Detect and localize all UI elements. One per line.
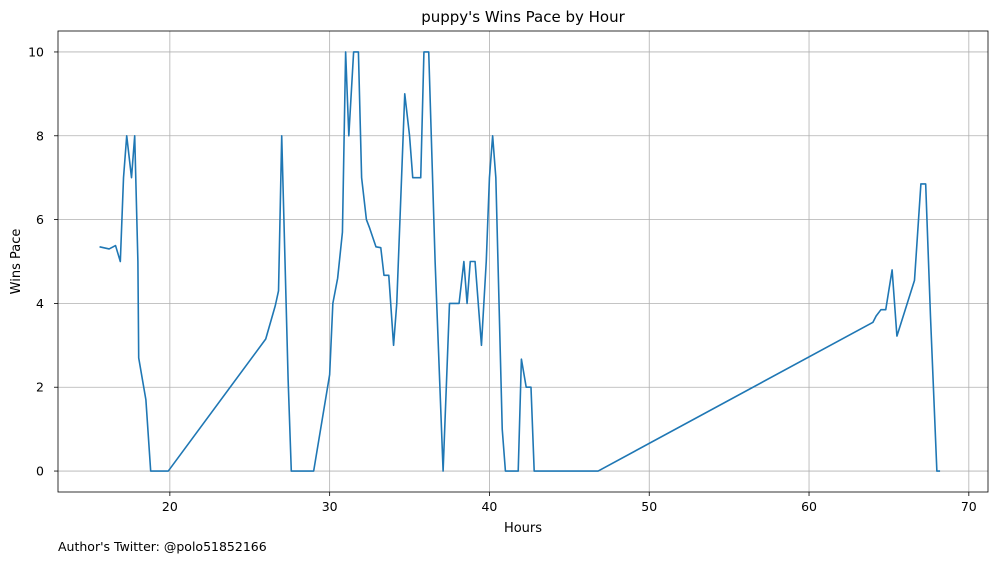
x-tick-label: 60: [801, 499, 817, 514]
y-tick-label: 0: [36, 464, 44, 479]
chart-title: puppy's Wins Pace by Hour: [421, 8, 625, 26]
y-tick-label: 2: [36, 380, 44, 395]
y-axis-ticks: 0 2 4 6 8 10: [28, 44, 58, 479]
y-tick-label: 10: [28, 44, 44, 59]
y-tick-label: 4: [36, 296, 44, 311]
grid-lines: [58, 31, 988, 492]
series-line-0: [99, 51, 941, 472]
x-axis-label: Hours: [504, 521, 542, 536]
x-tick-label: 40: [481, 499, 497, 514]
plot-area-frame: [57, 30, 989, 493]
y-tick-label: 6: [36, 212, 44, 227]
x-tick-label: 50: [641, 499, 657, 514]
x-tick-label: 30: [322, 499, 338, 514]
x-axis-ticks: 20 30 40 50 60 70: [162, 492, 977, 514]
x-tick-label: 20: [162, 499, 178, 514]
author-credit: Author's Twitter: @polo51852166: [58, 539, 267, 554]
x-tick-label: 70: [961, 499, 977, 514]
y-axis-label: Wins Pace: [9, 229, 24, 295]
y-tick-label: 8: [36, 128, 44, 143]
series-lines: [99, 51, 941, 472]
